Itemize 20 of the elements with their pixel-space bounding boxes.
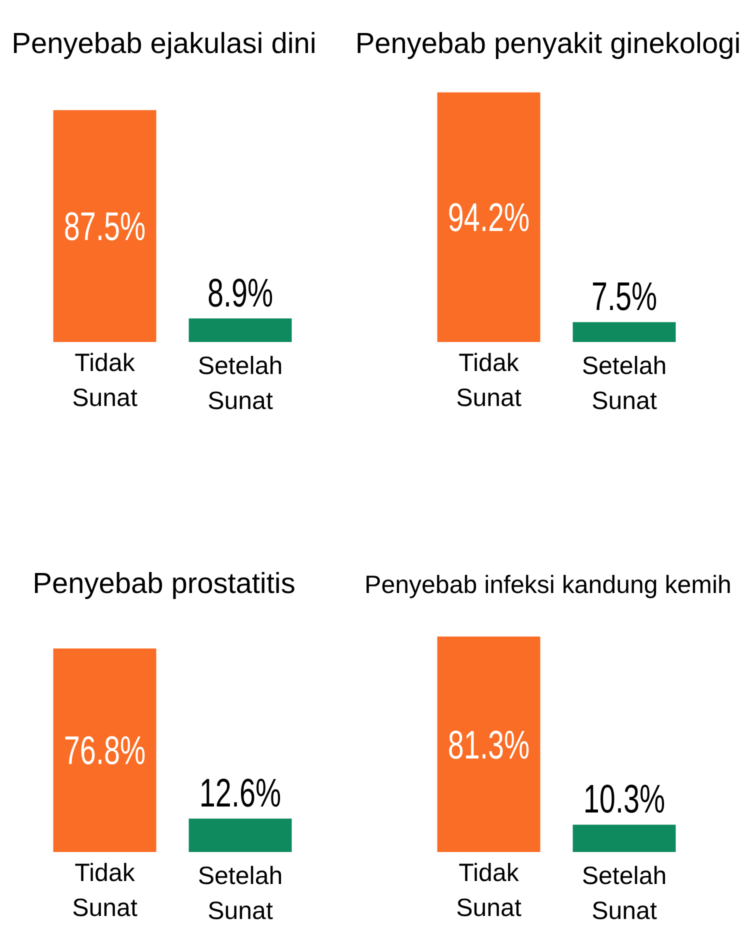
x-tick-label: Setelah Sunat <box>582 862 667 925</box>
chart-title: Penyebab prostatitis <box>32 568 296 600</box>
x-tick-label: Tidak Sunat <box>72 349 138 412</box>
x-tick-label: Setelah Sunat <box>198 862 283 925</box>
chart-title: Penyebab penyakit ginekologi <box>355 28 741 60</box>
x-tick-label: Tidak Sunat <box>456 859 522 922</box>
data-label: 81.3% <box>448 722 530 768</box>
x-tick-label: Tidak Sunat <box>456 349 522 412</box>
chart-title: Penyebab infeksi kandung kemih <box>364 571 732 599</box>
chart-title: Penyebab ejakulasi dini <box>12 28 316 60</box>
data-label: 87.5% <box>64 204 146 250</box>
x-tick-label: Tidak Sunat <box>72 859 138 922</box>
data-label: 12.6% <box>199 771 282 816</box>
data-label: 7.5% <box>591 274 658 320</box>
x-tick-label: Setelah Sunat <box>198 352 283 415</box>
data-label: 76.8% <box>64 728 146 774</box>
data-label: 10.3% <box>583 777 666 822</box>
data-label: 94.2% <box>448 196 530 240</box>
x-tick-label: Setelah Sunat <box>582 352 667 415</box>
data-label: 8.9% <box>207 270 274 316</box>
